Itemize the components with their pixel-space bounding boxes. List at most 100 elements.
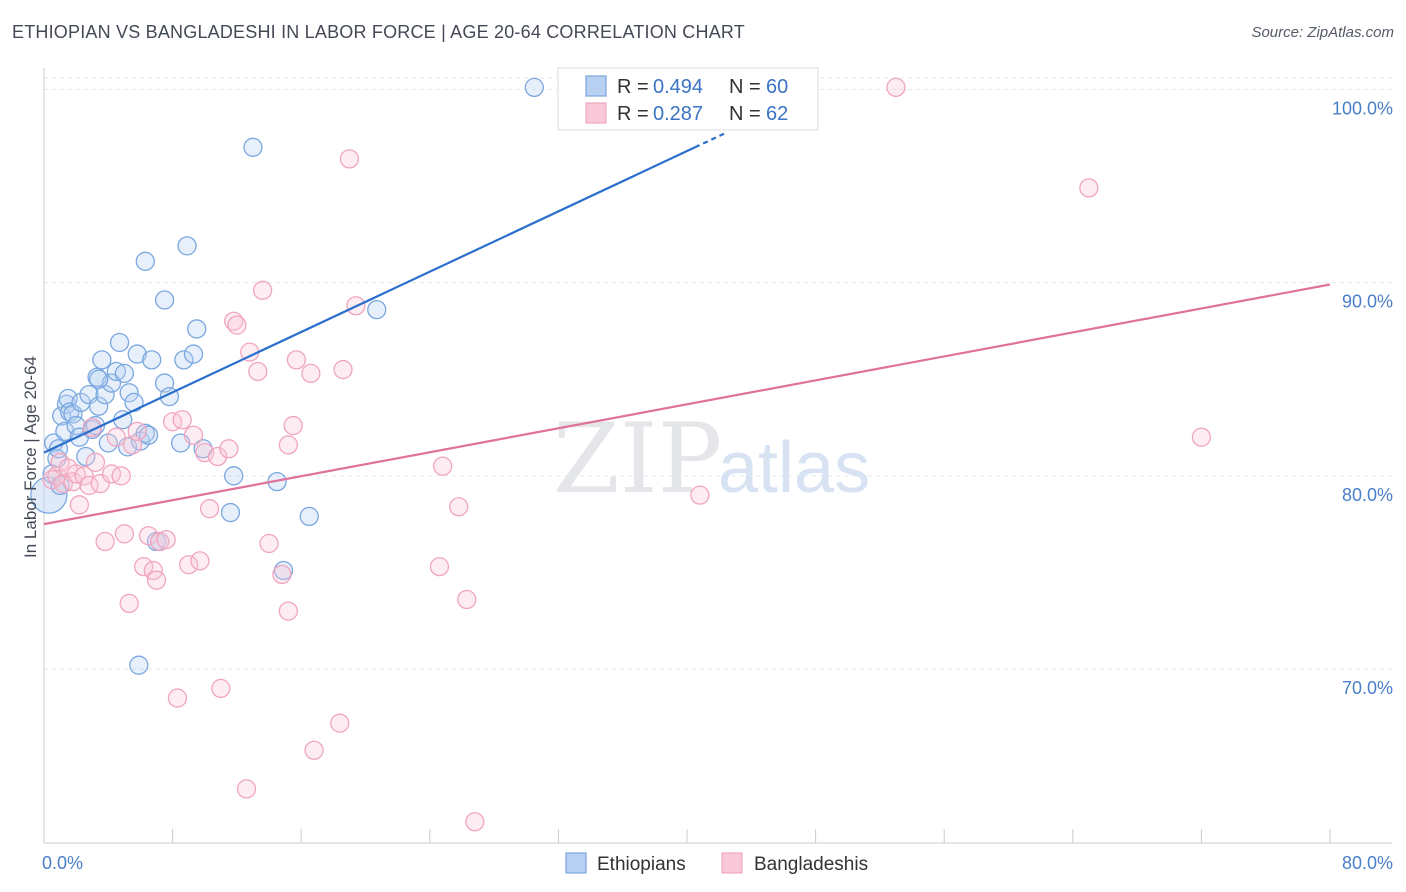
bangladeshis-point [106,427,126,447]
bangladeshis-point [465,812,485,832]
bangladeshis-point [227,315,247,335]
ethiopians-point [187,319,207,339]
ethiopians-point [177,236,197,256]
bangladeshis-point [179,555,199,575]
bangladeshis-point [183,425,204,445]
chart-title: ETHIOPIAN VS BANGLADESHI IN LABOR FORCE … [12,22,745,42]
bangladeshis-trend-line [43,283,1331,526]
grid-lines [44,77,1392,670]
bangladeshis-point [69,495,90,515]
ethiopians-point [119,383,139,403]
ethiopians-point [127,344,147,364]
ethiopians-point [89,369,109,389]
legend-r-value-bangladeshis: 0.287 [653,103,703,125]
watermark-atlas: atlas [718,428,870,508]
legend-n-value-ethiopians: 60 [766,76,788,98]
bangladeshis-point [449,497,469,517]
bangladeshis-point [339,149,360,169]
bangladeshis-point [304,740,324,760]
legend-r-value-ethiopians: 0.494 [653,76,703,98]
bangladeshis-point [286,350,307,370]
bottom-swatch-bangladeshis [721,852,743,874]
trend-lines [43,131,1331,526]
bangladeshis-points [42,77,1212,832]
bangladeshis-point [211,678,231,699]
correlation-legend: R = 0.494 N = 60 R = 0.287 N = 62 [557,67,819,131]
y-tick-label: 100.0% [1332,98,1393,118]
ethiopians-point [55,421,75,442]
bangladeshis-point [1191,427,1212,447]
x-tick-label: 80.0% [1342,853,1393,873]
legend-n-label-bangladeshis: N = [729,103,761,125]
bangladeshis-point [301,363,321,384]
bangladeshis-point [95,531,115,552]
ethiopians-point [524,77,544,98]
ethiopians-point [114,363,135,384]
x-tick-labels: 0.0% 80.0% [42,853,1393,873]
bottom-legend-ethiopians: Ethiopians [597,854,686,875]
y-tick-label: 90.0% [1342,292,1393,312]
bangladeshis-point [111,466,131,486]
source-label: Source: ZipAtlas.com [1251,24,1394,41]
ethiopians-point [142,350,162,370]
axes [43,68,1392,844]
ethiopians-point [92,350,112,370]
ethiopians-point [109,332,130,353]
bangladeshis-point [236,779,257,799]
ethiopians-point [299,506,319,527]
bangladeshis-point [1079,178,1099,198]
bangladeshis-point [63,471,83,492]
bangladeshis-point [429,557,450,577]
bangladeshis-point [85,452,106,472]
bangladeshis-point [146,570,167,590]
ethiopians-trend-line [43,146,696,454]
legend-r-label-ethiopians: R = [617,76,649,98]
bangladeshis-point [252,280,273,300]
ethiopians-point [129,655,149,675]
bangladeshis-point [172,410,192,430]
bangladeshis-point [74,466,94,486]
bangladeshis-point [278,601,298,621]
ethiopians-point [220,502,241,523]
bangladeshis-point [207,446,228,467]
ethiopians-point [89,396,109,416]
ethiopians-trend-extension [694,131,728,149]
ethiopians-point [66,415,86,436]
ethiopians-point [174,350,194,370]
bangladeshis-point [690,485,710,505]
ethiopians-point [367,299,387,320]
bangladeshis-point [248,361,268,382]
bangladeshis-point [259,533,279,554]
y-tick-label: 70.0% [1342,678,1393,698]
bangladeshis-point [886,77,906,98]
bangladeshis-point [278,435,298,455]
y-axis-label: In Labor Force | Age 20-64 [21,356,40,558]
bangladeshis-point [66,464,86,484]
legend-n-value-bangladeshis: 62 [766,103,788,125]
x-tick-label: 0.0% [42,853,83,873]
bangladeshis-point [53,473,73,494]
legend-swatch-ethiopians [585,75,607,97]
y-tick-labels: 70.0% 80.0% 90.0% 100.0% [1332,98,1393,698]
ethiopians-point [224,466,244,486]
bangladeshis-point [199,499,220,519]
legend-swatch-bangladeshis [585,102,607,124]
bangladeshis-point [119,593,139,614]
bangladeshis-point [101,464,122,484]
ethiopians-point [135,423,155,443]
ethiopians-point [106,361,126,382]
bangladeshis-point [283,415,303,436]
bangladeshis-point [330,713,350,733]
legend-r-label-bangladeshis: R = [617,103,649,125]
y-tick-label: 80.0% [1342,485,1393,505]
bottom-legend-bangladeshis: Bangladeshis [754,854,868,875]
bangladeshis-point [127,421,147,442]
bangladeshis-point [114,524,135,544]
bangladeshis-point [457,589,477,610]
bangladeshis-point [134,557,154,577]
bangladeshis-point [219,439,239,459]
ethiopians-point [135,251,155,271]
ethiopians-point [76,446,96,467]
ethiopians-point [183,344,204,364]
